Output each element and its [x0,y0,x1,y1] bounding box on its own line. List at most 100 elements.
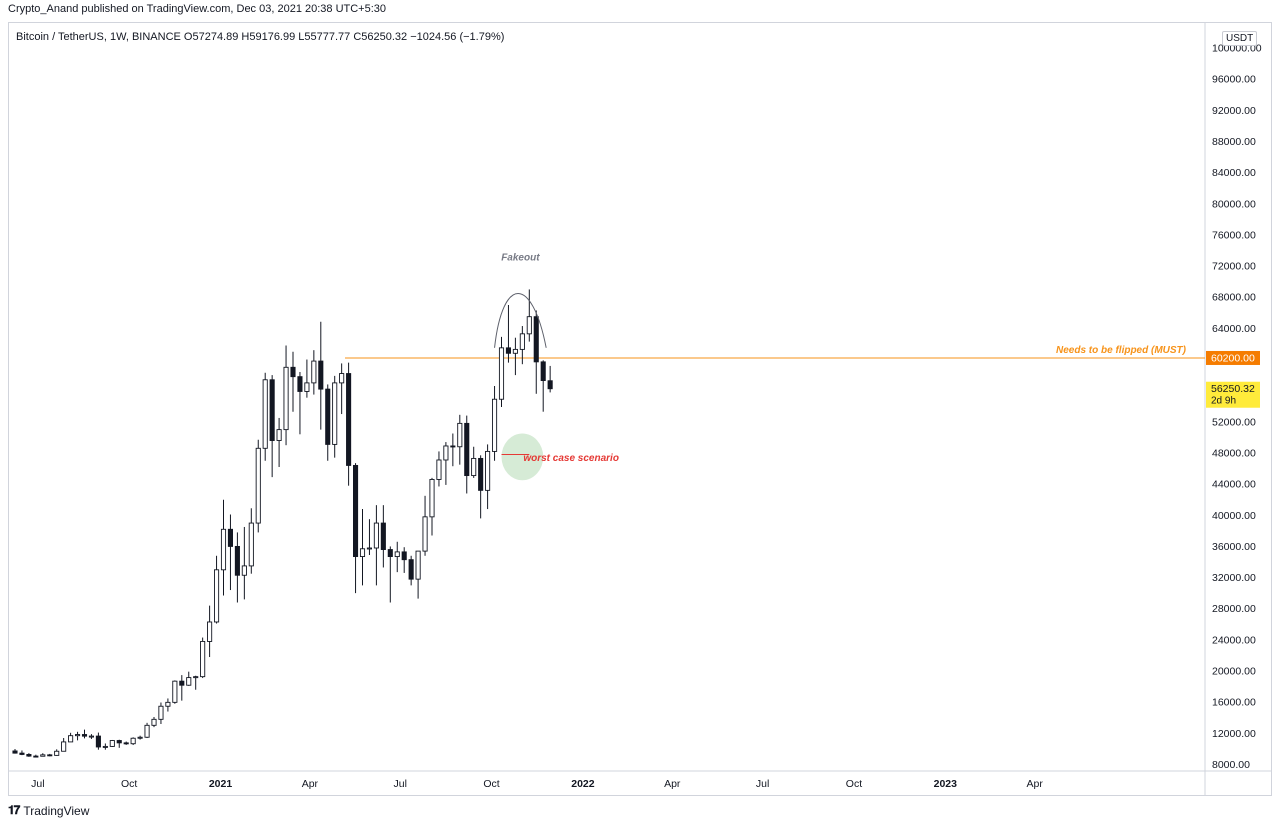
candle-body[interactable] [227,528,234,547]
candle-body[interactable] [408,559,414,580]
candle-body[interactable] [61,741,67,752]
candle-body[interactable] [95,735,101,748]
candle-body[interactable] [193,676,199,679]
candle-body[interactable] [220,528,227,571]
candle-body[interactable] [123,742,129,745]
candle-body[interactable] [207,621,213,642]
candle-body[interactable] [165,701,171,707]
candle-body[interactable] [241,565,247,576]
candle-body[interactable] [144,724,150,738]
candle-body[interactable] [429,479,435,518]
candle-body[interactable] [54,750,60,756]
x-tick-label: Jul [756,778,769,790]
candle-body[interactable] [116,740,122,744]
candle-body[interactable] [12,750,18,754]
x-tick-label: Jul [394,778,407,790]
candle-body[interactable] [137,736,143,739]
candle-body[interactable] [450,445,456,448]
x-tick-label: Apr [1026,778,1043,790]
candle-body[interactable] [172,680,178,703]
candle-body[interactable] [283,366,289,431]
candle-body[interactable] [485,450,491,491]
candle-body[interactable] [394,551,400,558]
candle-body[interactable] [297,376,303,392]
y-tick-label: 40000.00 [1212,510,1256,522]
candle-body[interactable] [269,379,275,441]
candle-body[interactable] [311,360,317,384]
chart-frame[interactable] [8,22,1272,796]
candle-body[interactable] [88,735,94,738]
candle-body[interactable] [540,361,546,381]
fakeout-arc[interactable] [494,292,547,348]
candle-body[interactable] [387,549,393,558]
candle-body[interactable] [213,569,220,623]
fakeout-label: Fakeout [501,253,540,264]
candle-body[interactable] [415,550,421,580]
currency-badge[interactable]: USDT [1222,31,1258,46]
candle-body[interactable] [47,754,53,757]
candle-body[interactable] [526,316,532,335]
candle-body[interactable] [533,316,539,363]
candle-body[interactable] [19,752,25,755]
candle-body[interactable] [102,745,108,748]
y-tick-label: 84000.00 [1212,167,1256,179]
candle-body[interactable] [304,382,310,392]
candle-body[interactable] [325,388,331,445]
candle-body[interactable] [186,677,192,686]
y-tick-label: 32000.00 [1212,572,1256,584]
candle-body[interactable] [373,522,379,549]
candle-body[interactable] [353,464,359,558]
candle-body[interactable] [359,548,366,558]
candle-body[interactable] [68,735,74,743]
candle-body[interactable] [200,640,206,678]
candle-body[interactable] [40,754,46,757]
candle-body[interactable] [457,422,463,448]
candle-body[interactable] [332,382,338,445]
y-tick-label: 96000.00 [1212,74,1256,86]
candle-body[interactable] [234,545,240,576]
y-tick-label: 76000.00 [1212,229,1256,241]
tradingview-logo-icon: 𝟏𝟕 [8,803,20,817]
candle-body[interactable] [248,522,254,567]
candle-body[interactable] [290,366,296,378]
candle-body[interactable] [151,718,157,726]
candle-body[interactable] [179,680,185,686]
candle-body[interactable] [276,429,282,441]
candle-body[interactable] [262,379,268,449]
candle-body[interactable] [478,457,484,491]
candle-body[interactable] [401,551,407,561]
candle-body[interactable] [519,333,525,350]
x-tick-label: 2021 [209,778,233,790]
candle-body[interactable] [318,360,324,390]
candle-body[interactable] [505,347,512,354]
y-tick-label: 24000.00 [1212,634,1256,646]
candle-body[interactable] [158,705,164,720]
candle-body[interactable] [26,754,32,757]
candle-body[interactable] [547,380,553,390]
candle-body[interactable] [255,447,261,524]
footer-logo[interactable]: 𝟏𝟕 TradingView [8,803,89,818]
candle-body[interactable] [130,737,136,745]
candle-body[interactable] [512,348,518,354]
y-tick-label: 16000.00 [1212,697,1256,709]
candle-body[interactable] [422,516,428,552]
x-tick-label: Oct [846,778,862,790]
candle-body[interactable] [33,755,39,758]
candle-body[interactable] [74,734,81,737]
candle-body[interactable] [436,459,442,480]
candle-body[interactable] [339,373,345,384]
candle-body[interactable] [498,347,505,400]
candle-body[interactable] [109,740,115,747]
candle-body[interactable] [366,547,373,550]
resistance-note: Needs to be flipped (MUST) [1056,345,1187,356]
candle-body[interactable] [380,522,386,551]
x-tick-label: Jul [31,778,44,790]
worst-case-zone[interactable] [501,433,544,481]
candle-body[interactable] [346,373,352,466]
candle-body[interactable] [443,445,449,461]
candle-body[interactable] [464,422,470,477]
candle-body[interactable] [471,457,477,477]
candle-body[interactable] [81,734,88,737]
candle-body[interactable] [492,398,498,452]
